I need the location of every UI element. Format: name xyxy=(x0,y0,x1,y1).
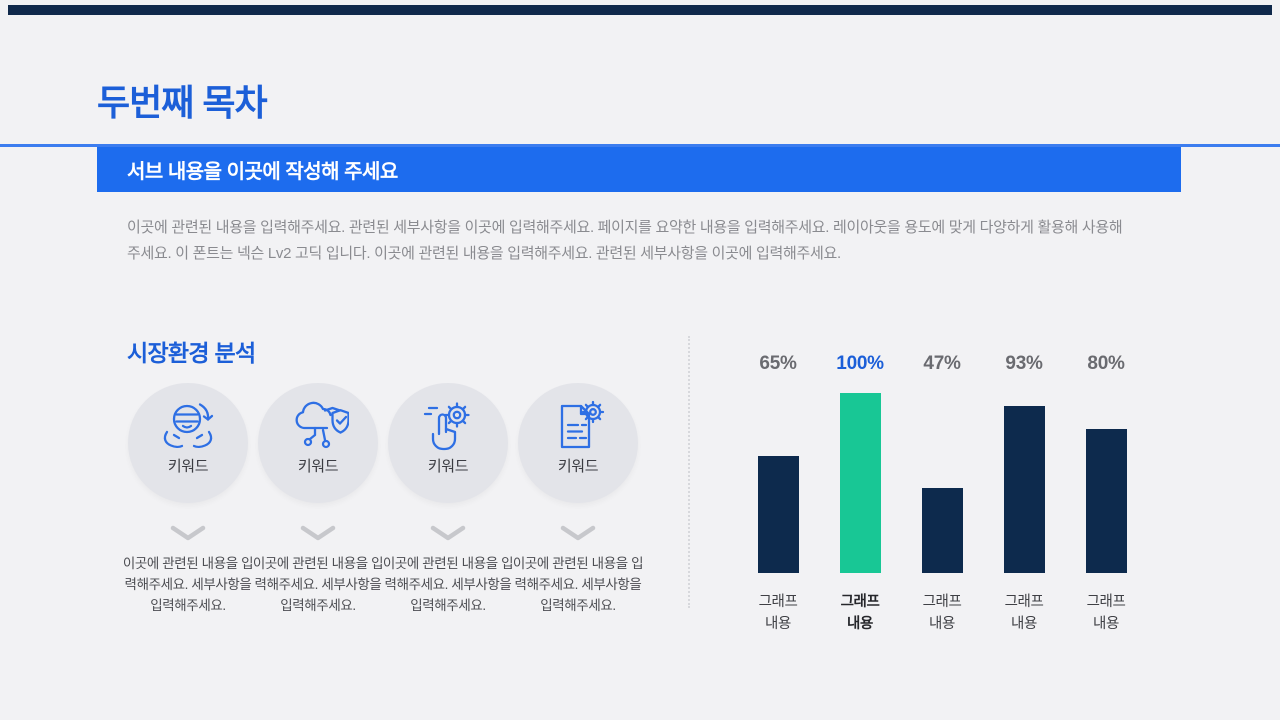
bar-group: 65% 그래프 내용 xyxy=(737,353,819,635)
chevron-down-icon xyxy=(383,525,513,541)
page-title: 두번째 목차 xyxy=(97,82,268,123)
keyword-label: 키워드 xyxy=(167,458,209,475)
bar-value-label: 80% xyxy=(1087,353,1125,374)
keyword-label: 키워드 xyxy=(297,458,339,475)
chevron-down-icon xyxy=(123,525,253,541)
chevron-down-icon xyxy=(253,525,383,541)
bar-group: 47% 그래프 내용 xyxy=(901,353,983,635)
subtitle-banner: 서브 내용을 이곳에 작성해 주세요 xyxy=(97,147,1181,192)
bar-chart: 65% 그래프 내용 100% 그래프 내용 47% 그래프 내용 93% 그래… xyxy=(737,353,1147,635)
bar-value-label: 47% xyxy=(923,353,961,374)
analysis-card: 키워드 이곳에 관련된 내용을 입력해주세요. 세부사항을 입력해주세요. xyxy=(253,383,384,616)
bar xyxy=(1085,429,1127,573)
section-heading: 시장환경 분석 xyxy=(127,340,256,366)
analysis-card: 키워드 이곳에 관련된 내용을 입력해주세요. 세부사항을 입력해주세요. xyxy=(123,383,254,616)
cloud-security-icon xyxy=(295,401,349,449)
tap-gear-icon xyxy=(423,402,470,451)
analysis-card: 키워드 이곳에 관련된 내용을 입력해주세요. 세부사항을 입력해주세요. xyxy=(513,383,644,616)
analysis-card: 키워드 이곳에 관련된 내용을 입력해주세요. 세부사항을 입력해주세요. xyxy=(383,383,514,616)
chevron-down-icon xyxy=(513,525,643,541)
globe-hands-icon xyxy=(163,403,214,449)
bar-track xyxy=(901,393,983,573)
keyword-circle: 키워드 xyxy=(388,383,508,503)
top-accent-bar xyxy=(8,5,1272,15)
keyword-circle: 키워드 xyxy=(128,383,248,503)
bar-value-label: 65% xyxy=(759,353,797,374)
keyword-circle: 키워드 xyxy=(258,383,378,503)
bar-category-label: 그래프 내용 xyxy=(922,594,962,632)
bar-track xyxy=(983,393,1065,573)
header-divider-line xyxy=(0,144,1280,147)
bar-group: 100% 그래프 내용 xyxy=(819,353,901,635)
bar-track xyxy=(819,393,901,573)
bar xyxy=(921,488,963,573)
bar xyxy=(1003,406,1045,573)
bar xyxy=(839,393,881,573)
bar-category-label: 그래프 내용 xyxy=(1004,594,1044,632)
subtitle-banner-text: 서브 내용을 이곳에 작성해 주세요 xyxy=(127,161,398,183)
bar-value-label: 93% xyxy=(1005,353,1043,374)
document-gear-icon xyxy=(560,400,605,449)
card-description: 이곳에 관련된 내용을 입력해주세요. 세부사항을 입력해주세요. xyxy=(512,556,644,613)
bar-track xyxy=(1065,393,1147,573)
bar-group: 80% 그래프 내용 xyxy=(1065,353,1147,635)
card-description: 이곳에 관련된 내용을 입력해주세요. 세부사항을 입력해주세요. xyxy=(122,556,254,613)
analysis-cards-row: 키워드 이곳에 관련된 내용을 입력해주세요. 세부사항을 입력해주세요. 키워… xyxy=(123,383,644,616)
card-description: 이곳에 관련된 내용을 입력해주세요. 세부사항을 입력해주세요. xyxy=(382,556,514,613)
bar-group: 93% 그래프 내용 xyxy=(983,353,1065,635)
bar-value-label: 100% xyxy=(836,353,884,374)
keyword-label: 키워드 xyxy=(427,458,469,475)
bar-category-label: 그래프 내용 xyxy=(1086,594,1126,632)
bar-track xyxy=(737,393,819,573)
bar-category-label: 그래프 내용 xyxy=(840,594,880,632)
card-description: 이곳에 관련된 내용을 입력해주세요. 세부사항을 입력해주세요. xyxy=(252,556,384,613)
bar-category-label: 그래프 내용 xyxy=(758,594,798,632)
bar xyxy=(757,456,799,573)
intro-paragraph: 이곳에 관련된 내용을 입력해주세요. 관련된 세부사항을 이곳에 입력해주세요… xyxy=(127,219,1123,262)
keyword-circle: 키워드 xyxy=(518,383,638,503)
section-dotted-divider xyxy=(688,336,690,608)
keyword-label: 키워드 xyxy=(557,458,599,475)
